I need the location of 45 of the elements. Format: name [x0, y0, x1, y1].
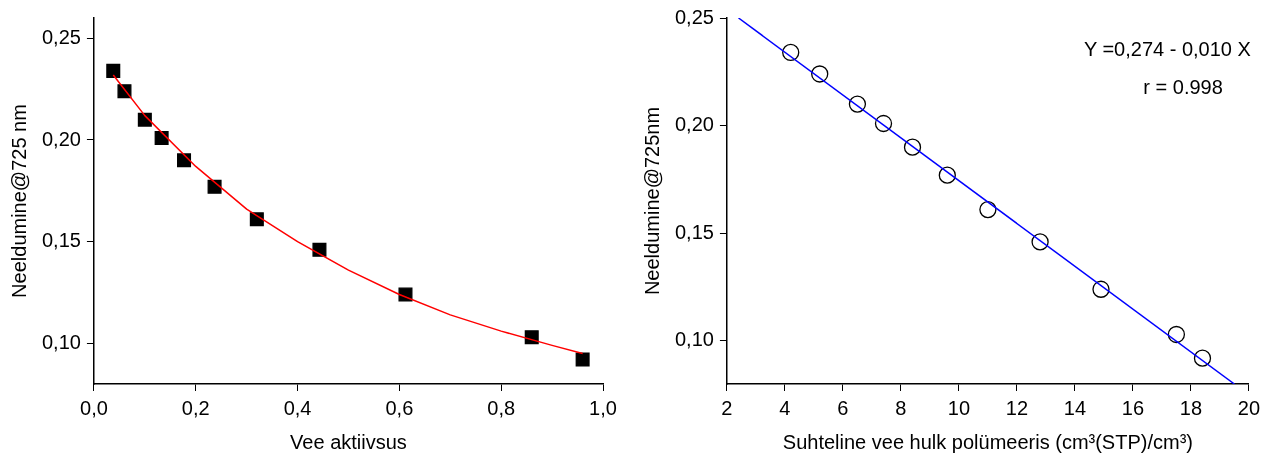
x-tick-label: 1,0 [589, 396, 617, 419]
x-tick-label: 0,8 [487, 396, 516, 419]
x-axis-title: Suhteline vee hulk polümeeris (cm³(STP)/cm³) [782, 430, 1193, 453]
x-tick-label: 0,2 [181, 396, 210, 419]
x-tick-label: 6 [837, 396, 849, 419]
y-tick-label: 0,15 [674, 220, 714, 243]
point [782, 43, 800, 62]
x-tick-label: 8 [895, 396, 907, 419]
x-axis-title: Vee aktiivsus [290, 430, 407, 453]
y-tick-label: 0,25 [674, 5, 714, 28]
point [177, 153, 192, 168]
point [848, 95, 867, 113]
x-tick-label: 16 [1121, 396, 1145, 419]
y-tick-label: 0,20 [41, 127, 81, 150]
y-axis-title: Neeldumine@725 nm [7, 104, 30, 298]
annotation: r = 0.998 [1143, 75, 1223, 98]
y-axis-title: Neeldumine@725nm [640, 106, 663, 296]
point [1193, 349, 1212, 367]
x-tick-label: 0,6 [385, 396, 414, 419]
point [1092, 280, 1110, 298]
point [811, 65, 829, 83]
x-tick-label: 0,0 [80, 396, 108, 419]
x-tick-label: 20 [1237, 396, 1260, 419]
point [1031, 233, 1049, 251]
point [575, 352, 590, 367]
point [154, 130, 169, 145]
annotation: Y =0,274 - 0,010 X [1083, 37, 1251, 60]
point [938, 166, 956, 184]
point [1167, 325, 1186, 344]
point [874, 114, 893, 133]
point [106, 63, 121, 78]
x-tick-label: 2 [721, 396, 733, 419]
x-tick-label: 10 [947, 396, 971, 419]
y-tick-label: 0,20 [674, 113, 714, 136]
y-tick-label: 0,25 [41, 25, 81, 48]
x-tick-label: 0,4 [283, 396, 312, 419]
x-tick-label: 12 [1005, 396, 1029, 419]
y-tick-label: 0,15 [41, 229, 81, 252]
x-tick-label: 18 [1179, 396, 1203, 419]
y-tick-label: 0,10 [674, 328, 714, 351]
x-tick-label: 4 [779, 396, 791, 419]
x-tick-label: 14 [1063, 396, 1087, 419]
point [903, 138, 922, 156]
point [979, 200, 997, 219]
y-tick-label: 0,10 [41, 330, 81, 353]
